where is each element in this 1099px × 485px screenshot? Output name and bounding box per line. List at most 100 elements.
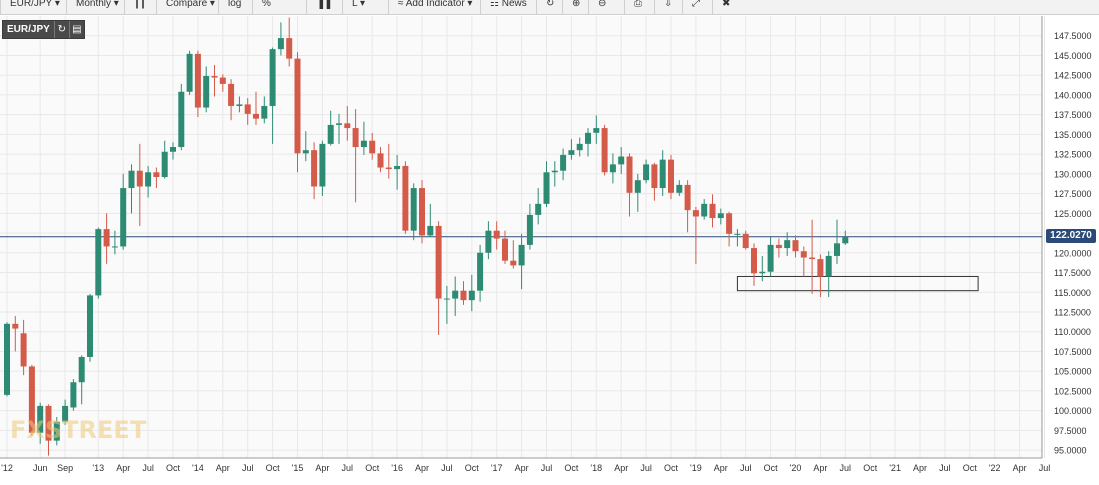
- toolbar-button-5[interactable]: %: [262, 0, 271, 12]
- candle-up: [551, 170, 558, 173]
- candle-up: [767, 244, 774, 272]
- mute-button[interactable]: ✖: [722, 0, 730, 12]
- y-tick-label: 130.0000: [1054, 169, 1092, 179]
- fullscreen-button[interactable]: ⤢: [692, 0, 700, 12]
- candle-up: [111, 246, 118, 248]
- candle-down: [510, 260, 517, 266]
- candle-up: [526, 214, 533, 245]
- y-tick-label: 125.0000: [1054, 209, 1092, 219]
- toolbar-label: log: [228, 0, 242, 9]
- news-button[interactable]: ☷ News: [490, 0, 527, 12]
- candle-down: [817, 259, 824, 277]
- x-tick-label: Apr: [415, 463, 429, 473]
- x-tick-label: Jul: [740, 463, 752, 473]
- toolbar-button-0[interactable]: EUR/JPY ▾: [10, 0, 60, 12]
- reload-icon[interactable]: ↻: [53, 21, 69, 38]
- symbol-label: EUR/JPY: [7, 24, 50, 35]
- x-tick-label: '20: [790, 463, 802, 473]
- candle-up: [186, 53, 193, 92]
- candlestick-button[interactable]: ┃┃: [134, 0, 146, 12]
- y-tick-label: 142.5000: [1054, 71, 1092, 81]
- candle-down: [20, 333, 27, 367]
- candle-up: [95, 229, 102, 296]
- x-tick-label: Oct: [266, 463, 281, 473]
- candle-up: [759, 271, 766, 274]
- candle-up: [360, 140, 367, 148]
- toolbar-separator: [388, 0, 389, 14]
- x-tick-label: '21: [889, 463, 901, 473]
- candle-down: [502, 238, 508, 261]
- candle-down: [153, 172, 160, 178]
- y-tick-label: 105.0000: [1054, 367, 1092, 377]
- toolbar-label: Add Indicator ▾: [403, 0, 473, 9]
- candle-up: [78, 356, 85, 383]
- candlestick-icon: ┃┃: [134, 0, 147, 9]
- candle-up: [734, 233, 741, 235]
- candle-down: [28, 366, 35, 433]
- x-tick-label: Oct: [863, 463, 878, 473]
- bars-button[interactable]: ▐▐: [316, 0, 330, 12]
- x-tick-label: Jul: [840, 463, 852, 473]
- candle-down: [352, 128, 359, 148]
- refresh-button[interactable]: ↻: [546, 0, 554, 12]
- y-tick-label: 110.0000: [1054, 327, 1091, 337]
- toolbar-separator: [0, 0, 1, 14]
- candle-up: [236, 104, 243, 106]
- candle-down: [219, 77, 226, 84]
- candle-up: [585, 132, 591, 144]
- toolbar-separator: [536, 0, 537, 14]
- x-tick-label: Jul: [142, 463, 154, 473]
- download-button[interactable]: ⇩: [664, 0, 672, 12]
- toolbar-button-3[interactable]: Compare ▾: [166, 0, 215, 12]
- fxstreet-watermark: FXSTREET: [10, 416, 147, 444]
- x-tick-label: Oct: [365, 463, 380, 473]
- candle-down: [311, 150, 318, 187]
- candle-up: [485, 230, 492, 253]
- candle-up: [784, 240, 791, 249]
- y-tick-label: 115.0000: [1054, 288, 1091, 298]
- candle-up: [410, 188, 417, 231]
- candle-up: [70, 382, 77, 408]
- chart-type-icon[interactable]: ▤: [68, 21, 84, 38]
- zoom-in-icon: ⊕: [572, 0, 581, 9]
- indicator-button[interactable]: ≈ Add Indicator ▾: [398, 0, 472, 12]
- candle-up: [336, 123, 342, 125]
- candle-down: [244, 104, 251, 114]
- y-tick-label: 97.5000: [1054, 426, 1087, 436]
- x-tick-label: Jul: [342, 463, 354, 473]
- toolbar-button-1[interactable]: Monthly ▾: [76, 0, 119, 12]
- candle-down: [751, 248, 757, 274]
- candle-up: [842, 237, 849, 244]
- candle-up: [302, 150, 309, 154]
- candle-up: [62, 405, 69, 422]
- x-tick-label: Jul: [1039, 463, 1051, 473]
- candle-down: [228, 83, 235, 106]
- x-tick-label: Oct: [764, 463, 779, 473]
- candle-up: [568, 150, 575, 155]
- candle-down: [435, 225, 442, 299]
- zoom-in-button[interactable]: ⊕: [572, 0, 580, 12]
- candle-up: [468, 290, 475, 301]
- y-tick-label: 127.5000: [1054, 189, 1092, 199]
- x-tick-label: Apr: [216, 463, 230, 473]
- toolbar-separator: [66, 0, 67, 14]
- candle-up: [277, 38, 284, 50]
- mute-icon: ✖: [722, 0, 731, 9]
- print-icon: ⎙: [634, 0, 642, 9]
- candle-up: [53, 421, 60, 441]
- candle-up: [319, 143, 326, 187]
- candle-down: [684, 184, 691, 211]
- x-tick-label: '12: [1, 463, 13, 473]
- candle-up: [477, 252, 484, 291]
- x-tick-label: Apr: [315, 463, 329, 473]
- zoom-out-button[interactable]: ⊖: [598, 0, 606, 12]
- toolbar-separator: [712, 0, 713, 14]
- y-tick-label: 120.0000: [1054, 248, 1092, 258]
- toolbar-button-4[interactable]: log: [228, 0, 241, 12]
- print-button[interactable]: ⎙: [634, 0, 642, 12]
- chart-toolbar: EUR/JPY ▾ Monthly ▾ ┃┃ Compare ▾ log% ▐▐ L ▾ ≈ …: [0, 0, 1099, 15]
- candle-down: [709, 203, 716, 219]
- x-tick-label: Apr: [714, 463, 728, 473]
- x-tick-label: Apr: [116, 463, 130, 473]
- toolbar-button-7[interactable]: L ▾: [352, 0, 365, 12]
